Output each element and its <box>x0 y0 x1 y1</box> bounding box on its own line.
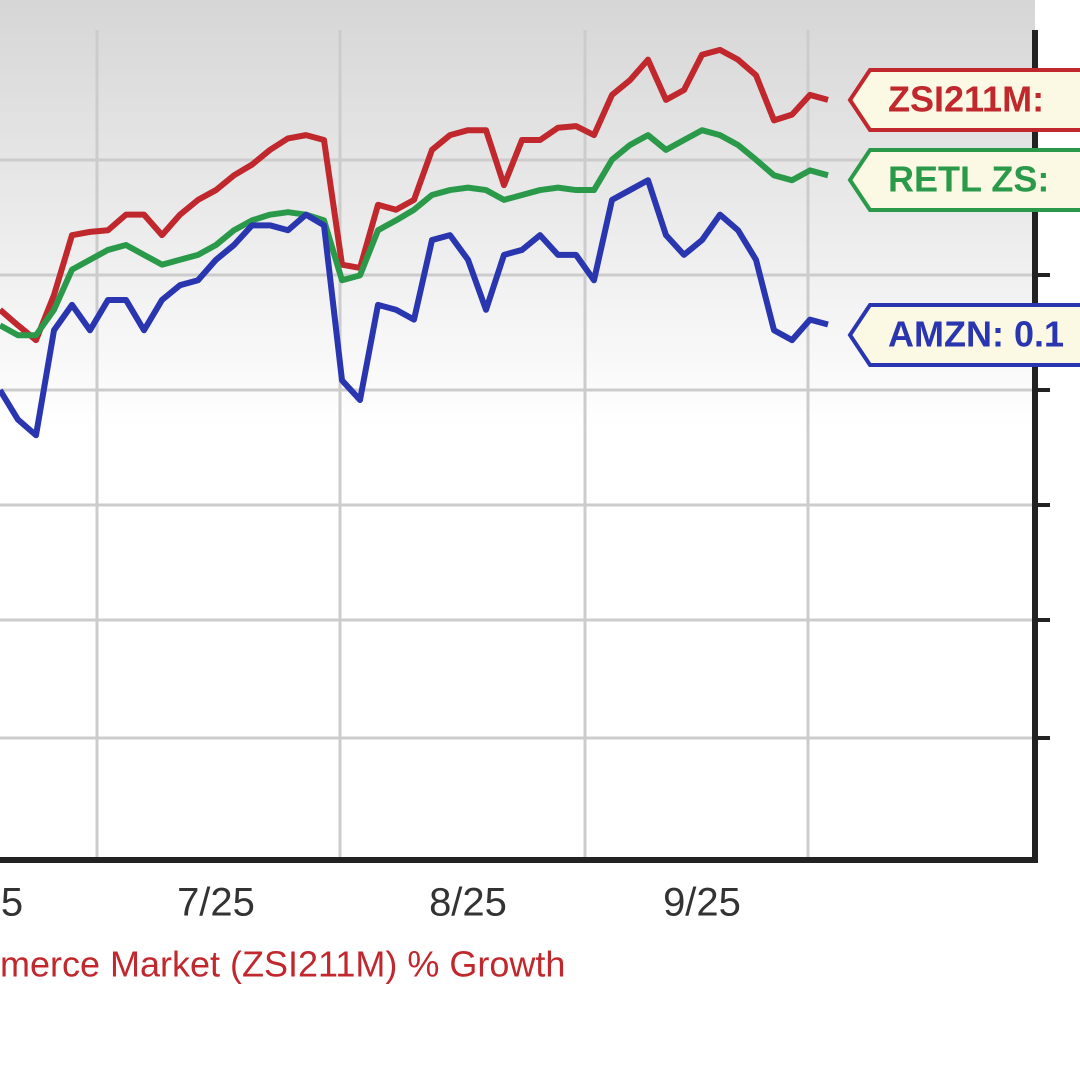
x-ticks: 5 7/25 8/25 9/25 <box>1 881 741 925</box>
legend-label: ZSI211M: <box>888 79 1044 120</box>
x-axis-label: merce Market (ZSI211M) % Growth <box>0 944 565 985</box>
grid <box>0 30 1050 860</box>
x-tick-label: 8/25 <box>429 881 507 925</box>
series-line <box>0 127 829 339</box>
legend-label: AMZN: 0.1 <box>888 314 1064 355</box>
x-tick-label: 7/25 <box>177 881 255 925</box>
lines <box>0 46 829 439</box>
series-line <box>0 177 829 439</box>
legend-tag <box>847 303 1080 367</box>
legend-tag <box>847 68 1080 132</box>
legend: ZSI211M: RETL ZS: AMZN: 0.1 <box>847 68 1080 367</box>
legend-tag <box>847 148 1080 212</box>
x-tick-label: 5 <box>1 881 23 925</box>
x-tick-label: 9/25 <box>663 881 741 925</box>
series-line <box>0 46 829 344</box>
legend-label: RETL ZS: <box>888 159 1049 200</box>
